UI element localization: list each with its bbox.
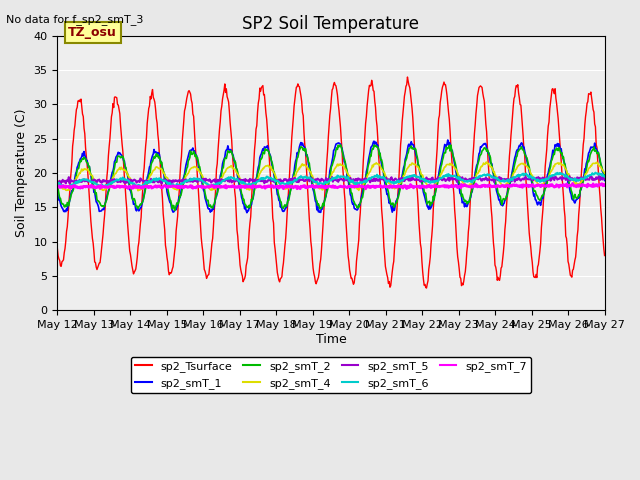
sp2_smT_1 — [175, 194, 183, 200]
sp2_smT_4 — [483, 159, 490, 165]
sp2_smT_1 — [243, 210, 251, 216]
sp2_smT_6 — [54, 181, 61, 187]
Line: sp2_smT_6: sp2_smT_6 — [58, 173, 605, 187]
sp2_smT_5 — [205, 178, 212, 184]
sp2_smT_2 — [399, 173, 407, 179]
sp2_smT_7 — [398, 183, 406, 189]
sp2_smT_7 — [414, 184, 422, 190]
sp2_smT_1 — [601, 178, 609, 183]
sp2_smT_6 — [63, 183, 71, 189]
sp2_smT_2 — [120, 156, 127, 161]
X-axis label: Time: Time — [316, 333, 346, 346]
sp2_Tsurface — [120, 161, 127, 167]
Y-axis label: Soil Temperature (C): Soil Temperature (C) — [15, 109, 28, 237]
sp2_Tsurface — [54, 246, 61, 252]
Text: TZ_osu: TZ_osu — [68, 26, 117, 39]
sp2_smT_2 — [601, 174, 609, 180]
sp2_smT_1 — [414, 163, 422, 168]
sp2_smT_5 — [63, 178, 71, 184]
sp2_smT_7 — [569, 180, 577, 186]
sp2_smT_4 — [63, 187, 71, 193]
Text: No data for f_sp2_smT_3: No data for f_sp2_smT_3 — [6, 14, 144, 25]
sp2_Tsurface — [63, 224, 71, 229]
Line: sp2_Tsurface: sp2_Tsurface — [58, 77, 605, 288]
sp2_smT_5 — [54, 180, 61, 186]
sp2_smT_1 — [63, 207, 71, 213]
sp2_Tsurface — [397, 133, 405, 139]
Line: sp2_smT_7: sp2_smT_7 — [58, 183, 605, 189]
sp2_smT_6 — [398, 177, 406, 183]
sp2_Tsurface — [422, 285, 430, 291]
sp2_smT_5 — [566, 173, 573, 179]
Line: sp2_smT_2: sp2_smT_2 — [58, 145, 605, 211]
sp2_smT_6 — [601, 174, 609, 180]
sp2_smT_5 — [176, 178, 184, 183]
sp2_smT_4 — [414, 164, 422, 169]
sp2_smT_7 — [120, 184, 127, 190]
sp2_smT_4 — [176, 184, 184, 190]
Legend: sp2_Tsurface, sp2_smT_1, sp2_smT_2, sp2_smT_4, sp2_smT_5, sp2_smT_6, sp2_smT_7: sp2_Tsurface, sp2_smT_1, sp2_smT_2, sp2_… — [131, 357, 531, 393]
sp2_smT_7 — [601, 182, 609, 188]
Line: sp2_smT_1: sp2_smT_1 — [58, 140, 605, 213]
sp2_Tsurface — [175, 189, 183, 195]
sp2_smT_6 — [97, 184, 104, 190]
sp2_smT_7 — [362, 186, 369, 192]
sp2_smT_6 — [591, 170, 599, 176]
sp2_smT_1 — [398, 173, 406, 179]
sp2_smT_4 — [205, 184, 212, 190]
sp2_smT_4 — [134, 188, 142, 193]
sp2_Tsurface — [204, 272, 212, 278]
sp2_smT_5 — [398, 176, 406, 182]
sp2_Tsurface — [414, 202, 422, 207]
sp2_Tsurface — [404, 74, 412, 80]
sp2_smT_6 — [176, 181, 184, 187]
sp2_smT_2 — [54, 184, 61, 190]
sp2_smT_5 — [104, 181, 112, 187]
Line: sp2_smT_5: sp2_smT_5 — [58, 176, 605, 184]
sp2_smT_2 — [171, 208, 179, 214]
sp2_Tsurface — [601, 252, 609, 258]
sp2_smT_1 — [120, 158, 127, 164]
sp2_smT_6 — [414, 174, 422, 180]
sp2_smT_2 — [63, 200, 71, 205]
sp2_smT_4 — [398, 177, 406, 182]
sp2_smT_5 — [120, 180, 128, 186]
sp2_smT_4 — [601, 170, 609, 176]
sp2_smT_7 — [175, 185, 183, 191]
sp2_smT_2 — [415, 163, 422, 168]
sp2_smT_4 — [54, 178, 61, 183]
Line: sp2_smT_4: sp2_smT_4 — [58, 162, 605, 191]
sp2_smT_1 — [444, 137, 452, 143]
sp2_smT_1 — [204, 205, 212, 211]
sp2_smT_4 — [120, 168, 127, 173]
sp2_smT_2 — [337, 142, 344, 148]
sp2_smT_6 — [120, 176, 128, 181]
sp2_smT_7 — [204, 184, 212, 190]
sp2_smT_2 — [205, 204, 212, 209]
sp2_smT_7 — [54, 184, 61, 190]
sp2_smT_5 — [414, 177, 422, 183]
sp2_smT_6 — [205, 182, 212, 188]
sp2_smT_7 — [63, 184, 71, 190]
Title: SP2 Soil Temperature: SP2 Soil Temperature — [243, 15, 419, 33]
sp2_smT_1 — [54, 189, 61, 194]
sp2_smT_5 — [601, 176, 609, 181]
sp2_smT_2 — [176, 193, 184, 199]
